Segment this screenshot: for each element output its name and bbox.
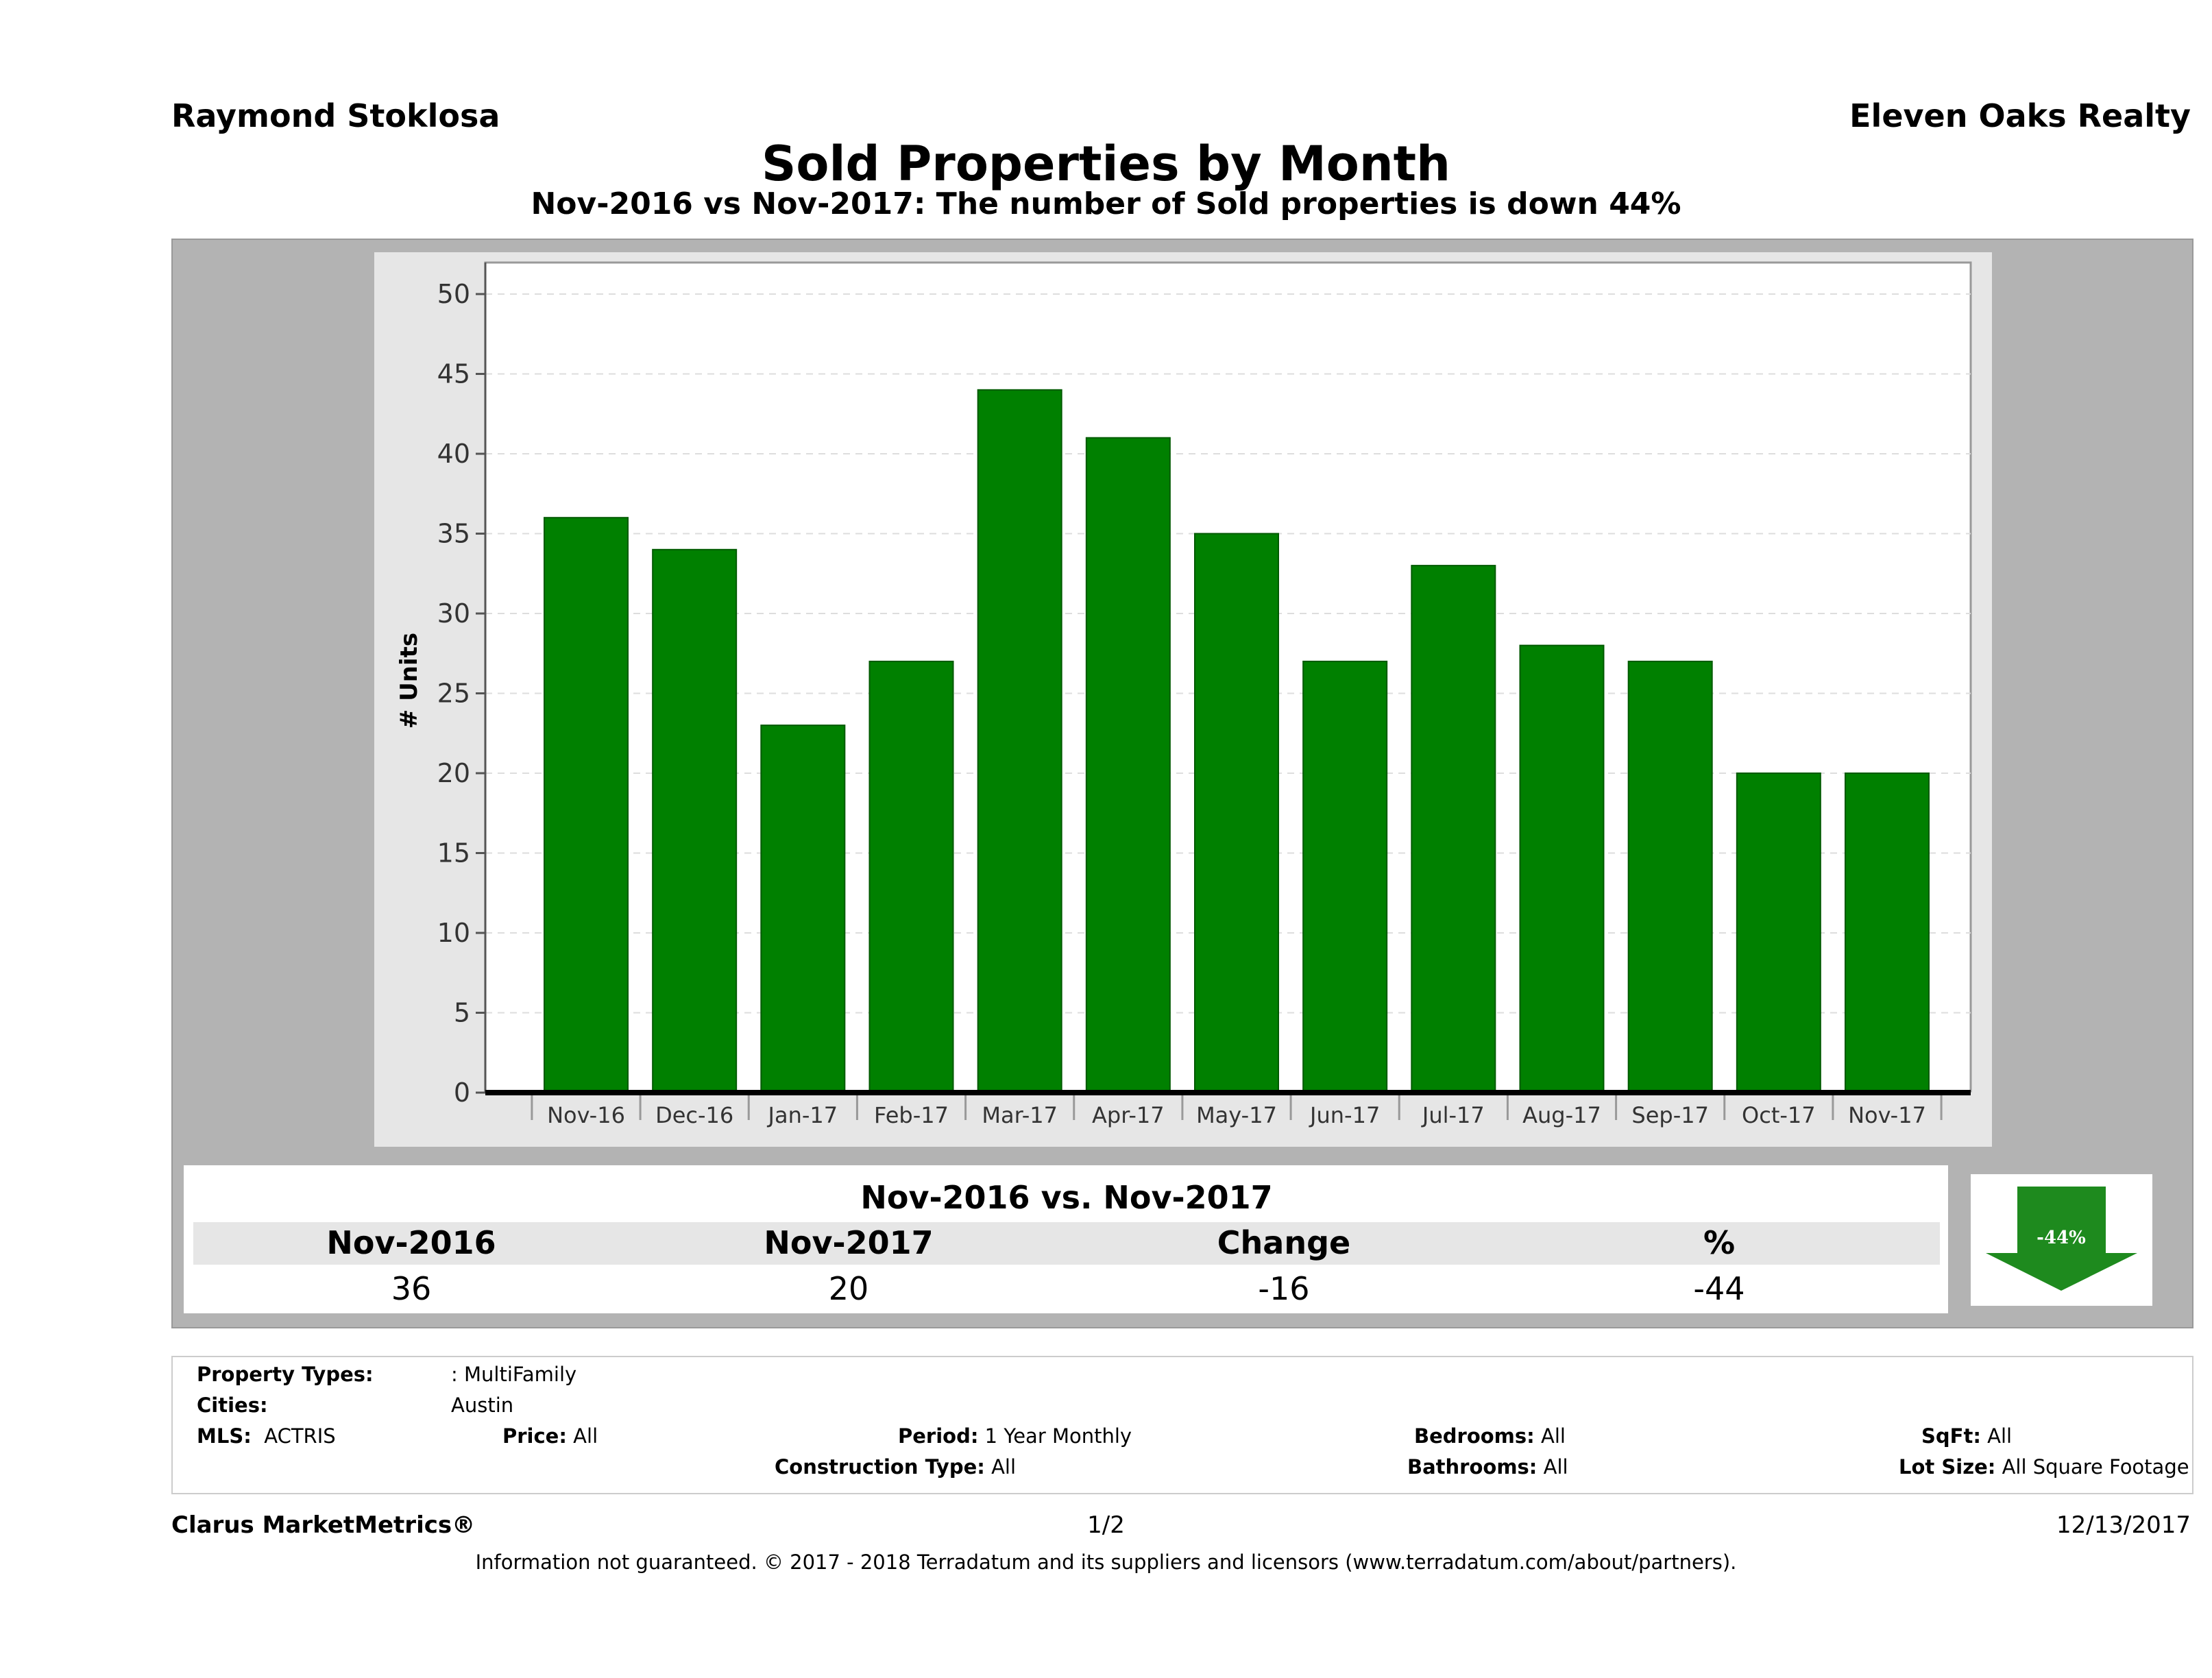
agent-name: Raymond Stoklosa [171, 97, 500, 134]
y-axis-label: # Units [396, 633, 423, 729]
footer-brand: Clarus MarketMetrics® [171, 1511, 476, 1539]
bar-jun-17 [1302, 660, 1388, 1093]
x-tick-label: May-17 [1196, 1102, 1277, 1128]
summary-header-nov2016: Nov-2016 [326, 1224, 496, 1261]
bar-apr-17 [1085, 437, 1171, 1093]
x-tick-label: Oct-17 [1742, 1102, 1816, 1128]
criteria-mls: MLS: ACTRIS [197, 1424, 336, 1448]
x-tick-label: Nov-16 [547, 1102, 625, 1128]
x-tick-label: Nov-17 [1848, 1102, 1926, 1128]
y-tick-label: 0 [454, 1078, 470, 1108]
bar-nov-17 [1845, 773, 1930, 1093]
criteria-period: Period: 1 Year Monthly [898, 1424, 1132, 1448]
summary-value-nov2017: 20 [828, 1270, 869, 1307]
bar-nov-16 [544, 517, 629, 1093]
x-tick-label: Aug-17 [1522, 1102, 1601, 1128]
bar-sep-17 [1627, 660, 1713, 1093]
summary-value-change: -16 [1258, 1270, 1310, 1307]
y-tick-label: 45 [437, 359, 470, 389]
y-tick-label: 15 [437, 838, 470, 868]
criteria-cities-label: Cities: [197, 1394, 268, 1417]
bar-aug-17 [1519, 644, 1605, 1093]
brokerage-name: Eleven Oaks Realty [1849, 97, 2191, 134]
x-tick-label: Feb-17 [874, 1102, 949, 1128]
x-tick-label: Apr-17 [1092, 1102, 1165, 1128]
chart-subtitle: Nov-2016 vs Nov-2017: The number of Sold… [531, 186, 1681, 221]
criteria-property-types-label: Property Types: [197, 1363, 374, 1386]
change-badge-label: -44% [2037, 1228, 2086, 1248]
bar-feb-17 [868, 660, 954, 1093]
down-arrow-icon: -44% [1986, 1187, 2137, 1291]
y-tick-label: 25 [437, 679, 470, 709]
footer-page-number: 1/2 [1087, 1511, 1125, 1539]
criteria-sqft: SqFt: All [1921, 1424, 2013, 1448]
summary-header-change: Change [1217, 1224, 1351, 1261]
y-tick-label: 20 [437, 758, 470, 788]
footer-date: 12/13/2017 [2056, 1511, 2191, 1539]
criteria-bathrooms: Bathrooms: All [1407, 1455, 1568, 1479]
y-tick-label: 35 [437, 519, 470, 549]
x-tick-label: Jun-17 [1309, 1102, 1380, 1128]
chart-title: Sold Properties by Month [762, 136, 1450, 192]
bar-chart: 0 5 10 15 20 25 30 35 40 45 50 Nov-16 Dec-16 Jan-17 Fe… [396, 261, 1972, 1128]
y-tick-label: 5 [454, 998, 470, 1028]
summary-value-band [193, 1268, 1940, 1306]
bar-oct-17 [1736, 773, 1821, 1093]
summary-title: Nov-2016 vs. Nov-2017 [860, 1179, 1273, 1216]
summary-value-nov2016: 36 [391, 1270, 432, 1307]
search-criteria-box [171, 1356, 2193, 1494]
summary-title-band [193, 1176, 1940, 1218]
bar-dec-16 [652, 548, 738, 1093]
x-tick-label: Mar-17 [982, 1102, 1058, 1128]
x-tick-label: Sep-17 [1631, 1102, 1709, 1128]
bar-may-17 [1194, 533, 1279, 1093]
summary-header-nov2017: Nov-2017 [764, 1224, 934, 1261]
criteria-cities-value: Austin [451, 1394, 514, 1417]
summary-header-percent: % [1703, 1224, 1736, 1261]
x-tick-label: Dec-16 [655, 1102, 733, 1128]
bar-mar-17 [977, 389, 1062, 1093]
summary-value-percent: -44 [1693, 1270, 1745, 1307]
y-tick-label: 50 [437, 279, 470, 309]
criteria-bedrooms: Bedrooms: All [1414, 1424, 1566, 1448]
y-tick-label: 40 [437, 439, 470, 469]
x-tick-label: Jul-17 [1421, 1102, 1485, 1128]
x-tick-label: Jan-17 [767, 1102, 838, 1128]
footer-disclaimer: Information not guaranteed. © 2017 - 201… [475, 1551, 1737, 1574]
criteria-price: Price: All [502, 1424, 598, 1448]
bar-jan-17 [760, 725, 846, 1093]
y-tick-label: 30 [437, 598, 470, 629]
criteria-construction-type: Construction Type: All [775, 1455, 1017, 1479]
criteria-lot-size: Lot Size: All Square Footage [1899, 1455, 2189, 1479]
summary-header-band [193, 1222, 1940, 1265]
criteria-property-types-value: : MultiFamily [451, 1363, 577, 1386]
y-tick-label: 10 [437, 918, 470, 948]
bar-jul-17 [1411, 565, 1496, 1094]
